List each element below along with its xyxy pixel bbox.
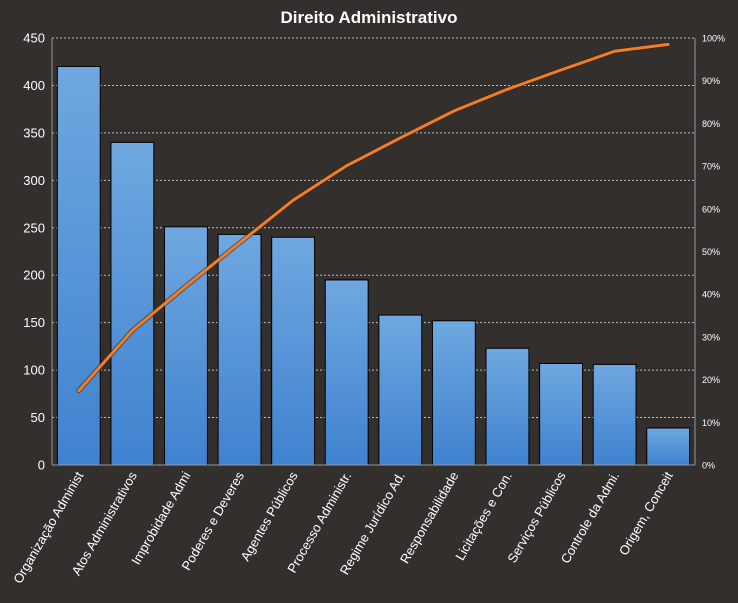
bar: [539, 362, 583, 466]
bar: [110, 141, 155, 466]
bar: [646, 427, 691, 466]
x-category-label: Origem, Conceit: [616, 469, 676, 558]
y-right-tick-label: 30%: [702, 332, 720, 342]
y-right-tick-label: 100%: [702, 34, 725, 44]
y-left-tick-label: 450: [23, 31, 45, 46]
y-right-tick-label: 20%: [702, 375, 720, 385]
y-left-tick-label: 350: [23, 125, 45, 140]
x-category-label: Agentes Públicos: [238, 469, 301, 564]
x-category-label: Controle da Admi.: [558, 469, 623, 566]
y-left-tick-label: 250: [23, 220, 45, 235]
bar: [271, 236, 316, 466]
gridlines: [52, 37, 695, 419]
bar: [592, 363, 637, 466]
axes: [51, 38, 696, 466]
cumulative-line: [76, 41, 671, 394]
y-right-tick-label: 0%: [702, 461, 715, 471]
bar: [378, 314, 423, 466]
y-left-tick-label: 200: [23, 268, 45, 283]
x-category-label: Serviços Públicos: [504, 469, 569, 566]
y-right-tick-label: 70%: [702, 162, 720, 172]
y-right-tick-label: 40%: [702, 290, 720, 300]
bar: [164, 226, 208, 466]
y-left-tick-label: 400: [23, 78, 45, 93]
chart-title: Direito Administrativo: [281, 8, 458, 27]
bar: [324, 279, 369, 466]
y-right-tick-label: 60%: [702, 204, 720, 214]
bar: [485, 347, 530, 466]
x-category-label: Responsabilidade: [397, 469, 462, 566]
bar: [431, 320, 476, 466]
y-left-tick-label: 100: [23, 363, 45, 378]
x-category-label: Licitações e Con.: [452, 469, 515, 563]
x-category-label: Improbidade Admi: [128, 469, 193, 567]
y-left-tick-label: 0: [38, 458, 45, 473]
y-left-tick-label: 50: [31, 410, 45, 425]
y-right-tick-label: 80%: [702, 119, 720, 129]
y-right-tick-label: 10%: [702, 418, 720, 428]
bar: [217, 233, 262, 466]
cumulative-line-path: [77, 42, 670, 393]
y-right-tick-label: 90%: [702, 76, 720, 86]
bar: [56, 65, 101, 466]
y-left-tick-label: 300: [23, 173, 45, 188]
y-left-tick-label: 150: [23, 315, 45, 330]
bars: [56, 65, 691, 466]
y-right-tick-label: 50%: [702, 247, 720, 257]
